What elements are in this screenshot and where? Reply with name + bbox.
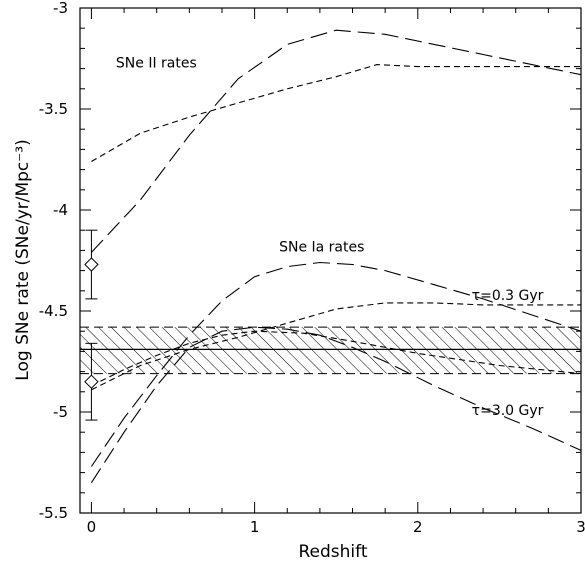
series-line-5: [90, 326, 582, 483]
series-line-3: [90, 261, 582, 467]
series-line-4: [91, 302, 581, 391]
annotation-4: τ=3.0 Gyr: [472, 403, 544, 419]
annotation-3: τ=0.3 Gyr: [472, 288, 544, 304]
plot-frame: [79, 7, 582, 514]
x-tick-label: 0: [87, 518, 97, 536]
x-axis-title: Redshift: [298, 542, 367, 562]
series-line-6: [91, 330, 582, 387]
annotation-2: SNe Ia rates: [279, 239, 364, 255]
x-tick-label: 2: [413, 518, 423, 536]
data-point-diamond-2: [84, 374, 99, 389]
y-axis-title: Log SNe rate (SNe/yr/Mpc⁻³): [13, 139, 33, 380]
y-tick-label: -5.5: [39, 504, 68, 522]
series-line-2: [91, 64, 581, 162]
data-point-diamond-1: [84, 257, 99, 272]
x-tick-label: 1: [250, 518, 260, 536]
y-tick-label: -3: [53, 0, 68, 17]
series-line-1: [90, 29, 582, 253]
x-tick-label: 3: [576, 518, 585, 536]
y-tick-label: -4: [53, 201, 68, 219]
y-tick-label: -4.5: [39, 302, 68, 320]
hatched-band: [80, 327, 581, 374]
y-tick-label: -3.5: [39, 100, 68, 118]
y-tick-label: -5: [53, 403, 68, 421]
annotation-1: SNe II rates: [116, 56, 197, 72]
